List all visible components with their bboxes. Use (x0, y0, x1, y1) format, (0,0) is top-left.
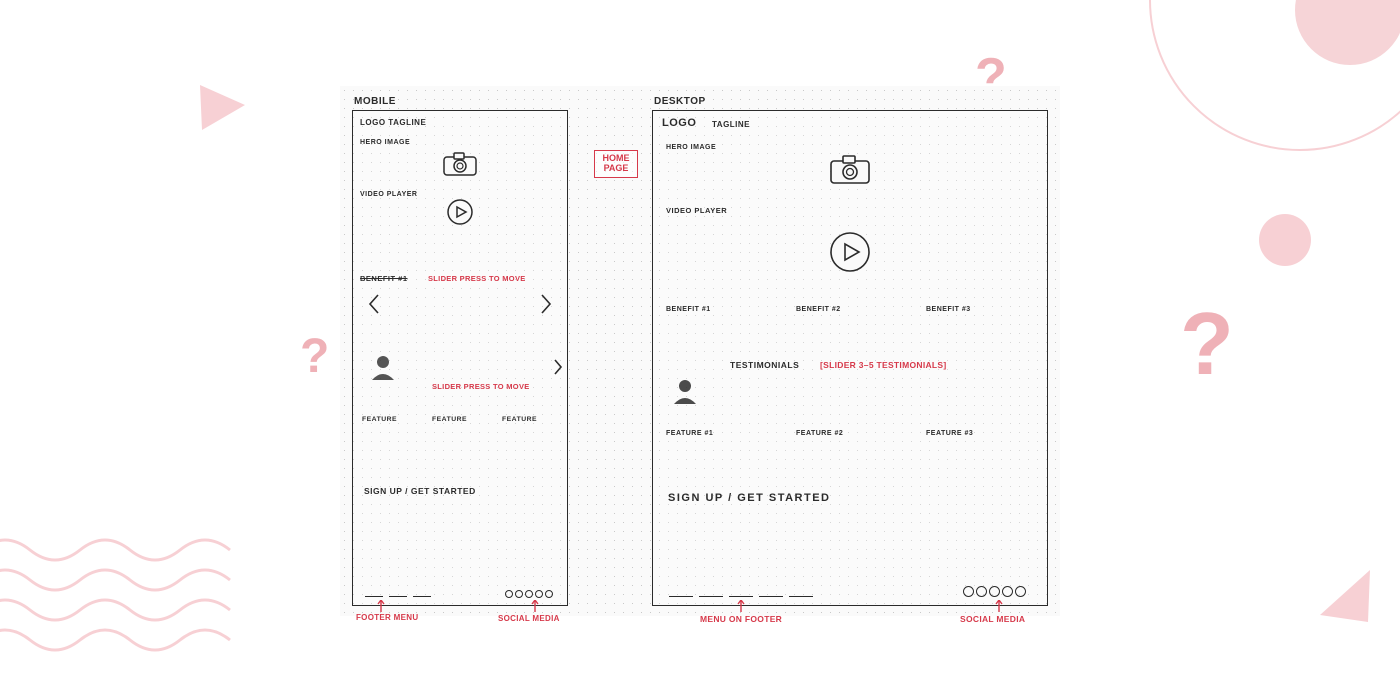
decor-circle-large (1090, 0, 1400, 200)
decor-triangle-1 (190, 80, 250, 140)
play-icon[interactable] (828, 230, 872, 279)
mobile-hero-label: HERO IMAGE (360, 139, 410, 146)
mobile-logo: LOGO TAGLINE (360, 118, 426, 127)
mobile-signup-title: SIGN UP / GET STARTED (364, 486, 476, 496)
desktop-testimonials-label: TESTIMONIALS (730, 360, 799, 370)
desktop-hero-label: HERO IMAGE (666, 144, 716, 151)
decor-qmark-2: ? (1180, 300, 1260, 400)
mobile-benefit-label: BENEFIT #1 (360, 274, 408, 283)
mobile-feature-3-label: FEATURE (502, 416, 537, 423)
decor-circle-small (1255, 210, 1315, 270)
svg-text:?: ? (1180, 300, 1234, 393)
mobile-social-icons[interactable] (504, 585, 554, 603)
camera-icon (440, 150, 480, 183)
mobile-footer-menu[interactable] (362, 588, 434, 606)
mobile-testimonial-annotation: SLIDER PRESS TO MOVE (432, 382, 530, 391)
desktop-footer-menu-annotation: MENU ON FOOTER (700, 614, 782, 624)
mobile-feature-2-label: FEATURE (432, 416, 467, 423)
svg-text:?: ? (300, 330, 329, 383)
desktop-feature-3-label: FEATURE #3 (926, 430, 973, 437)
person-icon (368, 352, 398, 387)
mobile-footer-menu-annotation: FOOTER MENU (356, 614, 418, 623)
desktop-feature-2-label: FEATURE #2 (796, 430, 843, 437)
mobile-video-label: VIDEO PLAYER (360, 191, 417, 198)
mobile-title: MOBILE (354, 96, 396, 107)
chevron-left-icon[interactable] (366, 292, 382, 321)
mobile-feature-1-label: FEATURE (362, 416, 397, 423)
desktop-benefit-1-label: BENEFIT #1 (666, 306, 711, 313)
mobile-benefit-annotation: SLIDER PRESS TO MOVE (428, 274, 526, 283)
chevron-right-icon[interactable] (552, 358, 564, 381)
desktop-benefit-3-label: BENEFIT #3 (926, 306, 971, 313)
desktop-benefit-2-label: BENEFIT #2 (796, 306, 841, 313)
desktop-video-label: VIDEO PLAYER (666, 206, 727, 215)
decor-qmark-3: ? (300, 330, 344, 386)
chevron-right-icon[interactable] (538, 292, 554, 321)
desktop-signup-title: SIGN UP / GET STARTED (668, 492, 831, 504)
decor-triangle-2 (1310, 560, 1380, 630)
desktop-title: DESKTOP (654, 96, 706, 107)
mobile-social-annotation: SOCIAL MEDIA (498, 614, 560, 623)
camera-icon (826, 152, 874, 191)
desktop-testimonials-annotation: [SLIDER 3–5 TESTIMONIALS] (820, 360, 947, 370)
home-page-tag: HOME PAGE (594, 150, 638, 178)
desktop-logo: LOGO (662, 117, 696, 129)
play-icon[interactable] (446, 198, 474, 231)
desktop-tagline: TAGLINE (712, 120, 750, 129)
desktop-feature-1-label: FEATURE #1 (666, 430, 713, 437)
person-icon (670, 376, 700, 411)
decor-wave (0, 530, 240, 670)
desktop-social-annotation: SOCIAL MEDIA (960, 614, 1025, 624)
